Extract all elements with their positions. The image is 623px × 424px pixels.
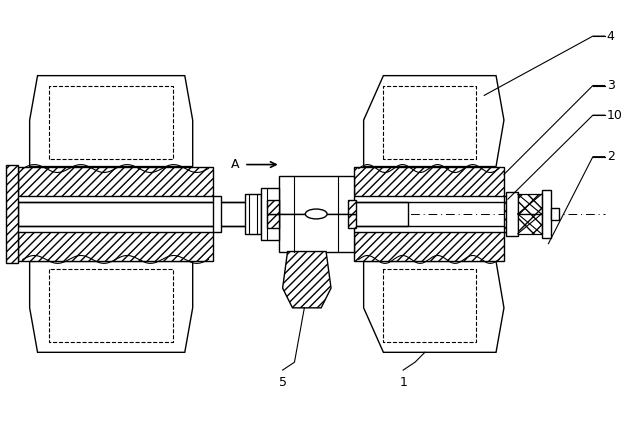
Polygon shape [283, 251, 331, 308]
Bar [267, 200, 278, 214]
Polygon shape [364, 75, 504, 167]
Text: A: A [231, 158, 239, 171]
Bar [261, 188, 278, 240]
Text: 3: 3 [607, 79, 615, 92]
Ellipse shape [305, 209, 327, 219]
Text: 4: 4 [607, 30, 615, 42]
Bar [518, 194, 541, 214]
Bar [278, 176, 354, 214]
Bar [348, 214, 356, 228]
Bar [245, 194, 261, 234]
Bar [551, 208, 559, 220]
Polygon shape [18, 232, 214, 262]
Bar [6, 165, 18, 263]
Bar [267, 214, 278, 228]
Bar [541, 190, 551, 238]
Polygon shape [18, 167, 214, 196]
Bar [518, 214, 541, 234]
Polygon shape [518, 194, 541, 214]
Polygon shape [30, 75, 193, 167]
Bar [504, 196, 514, 232]
Polygon shape [354, 232, 504, 262]
Text: 1: 1 [399, 376, 407, 389]
Text: 10: 10 [607, 109, 622, 122]
Bar [506, 192, 518, 236]
Text: 2: 2 [607, 150, 615, 163]
Polygon shape [30, 262, 193, 352]
Bar [214, 196, 221, 232]
Polygon shape [354, 167, 504, 196]
Polygon shape [518, 214, 541, 234]
Bar [348, 200, 356, 214]
Polygon shape [364, 262, 504, 352]
Bar [278, 214, 354, 251]
Text: 5: 5 [278, 376, 287, 389]
Bar [18, 202, 408, 226]
